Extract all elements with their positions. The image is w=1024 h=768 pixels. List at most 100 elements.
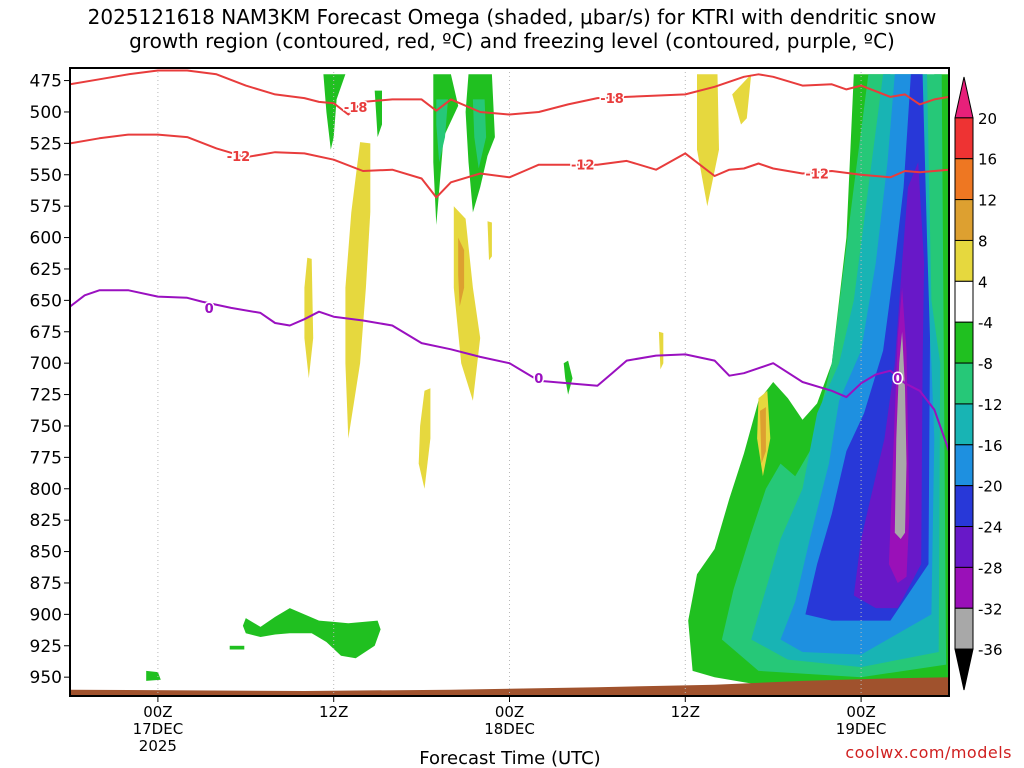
omega-region-15: [146, 670, 161, 681]
x-tick-label: 19DEC: [836, 720, 887, 738]
y-tick-label: 900: [30, 605, 62, 625]
omega-region-28: [658, 331, 664, 370]
colorbar-label: 12: [978, 192, 997, 210]
colorbar-swatch: [954, 444, 974, 487]
colorbar-label: 8: [978, 232, 988, 250]
colorbar-swatch: [954, 607, 974, 650]
omega-shading: [146, 74, 949, 693]
colorbar-label: 20: [978, 110, 997, 128]
y-tick-label: 625: [30, 260, 62, 280]
omega-region-12: [433, 74, 459, 225]
colorbar-label: 16: [978, 151, 997, 169]
source-credit[interactable]: coolwx.com/models: [845, 743, 1012, 762]
y-tick-label: 875: [30, 574, 62, 594]
colorbar-swatch: [954, 566, 974, 609]
y-tick-label: 700: [30, 354, 62, 374]
contour-label: 0: [893, 372, 902, 387]
omega-region-25: [732, 74, 752, 125]
y-tick-label: 550: [30, 166, 62, 186]
colorbar-swatch: [954, 239, 974, 282]
y-tick-label: 675: [30, 323, 62, 343]
contour-label: 0: [534, 372, 543, 387]
colorbar-label: -16: [978, 437, 1003, 455]
colorbar-swatch: [954, 199, 974, 241]
x-tick-label: 00Z: [495, 703, 524, 721]
colorbar-swatch: [954, 403, 974, 446]
temperature-contours: [70, 69, 949, 452]
x-tick-label: 18DEC: [484, 720, 535, 738]
colorbar-label: 4: [978, 273, 988, 291]
colorbar-swatch: [954, 117, 974, 160]
colorbar-swatch: [954, 526, 974, 568]
terrain-ground: [70, 677, 949, 696]
omega-region-8: [323, 74, 346, 150]
y-tick-label: 475: [30, 72, 62, 92]
vertical-gridlines: [157, 68, 862, 696]
colorbar-label: -32: [978, 600, 1003, 618]
x-tick-label: 12Z: [671, 703, 700, 721]
y-tick-label: 775: [30, 448, 62, 468]
x-tick-label: 2025: [139, 737, 177, 755]
omega-region-13: [436, 99, 448, 163]
y-axis: 475 500 525 550 575 600 625 650 675 700 725 750 775 8…: [30, 72, 70, 688]
y-tick-label: 650: [30, 291, 62, 311]
omega-region-20: [453, 206, 481, 401]
x-axis-label: Forecast Time (UTC): [419, 748, 600, 768]
y-tick-label: 575: [30, 197, 62, 217]
y-tick-label: 800: [30, 480, 62, 500]
contour-label: -18: [600, 92, 624, 107]
colorbar-swatch: [954, 76, 974, 119]
y-tick-label: 850: [30, 543, 62, 563]
colorbar-swatch: [954, 485, 974, 528]
colorbar-label: -4: [978, 314, 993, 332]
y-tick-label: 925: [30, 637, 62, 657]
colorbar-label: -28: [978, 559, 1003, 577]
contour-line-0: [70, 69, 949, 116]
colorbar-swatch: [954, 362, 974, 405]
omega-region-23: [418, 388, 431, 489]
y-tick-label: 500: [30, 103, 62, 123]
colorbar: 20 16 12 8 4 -4 -8 -12 -16 -20 -24 -28 -32 -36: [954, 76, 1003, 691]
y-tick-label: 725: [30, 386, 62, 406]
colorbar-label: -20: [978, 478, 1003, 496]
contour-labels: -18 -18 -12 -12 -12 0 0 0: [203, 91, 904, 389]
colorbar-swatch: [954, 648, 974, 691]
omega-region-17: [563, 360, 573, 395]
colorbar-swatch: [954, 280, 974, 323]
omega-region-22: [487, 221, 492, 261]
contour-label: -12: [571, 159, 595, 174]
contour-label: -12: [805, 168, 829, 183]
colorbar-swatch: [954, 321, 974, 364]
omega-region-27: [760, 407, 766, 464]
contour-label: -12: [227, 150, 251, 165]
colorbar-label: -24: [978, 519, 1003, 537]
contour-label: -18: [344, 101, 368, 116]
x-tick-label: 17DEC: [133, 720, 184, 738]
omega-region-14: [242, 608, 381, 659]
omega-region-18: [345, 142, 371, 439]
x-tick-label: 00Z: [143, 703, 172, 721]
colorbar-swatch: [954, 158, 974, 201]
y-tick-label: 825: [30, 511, 62, 531]
contour-line-1: [70, 133, 949, 199]
x-tick-label: 00Z: [846, 703, 875, 721]
colorbar-label: -12: [978, 396, 1003, 414]
chart-title-line2: growth region (contoured, red, ºC) and f…: [129, 29, 895, 53]
colorbar-label: -36: [978, 641, 1003, 659]
colorbar-label: -8: [978, 355, 993, 373]
omega-region-7: [894, 331, 907, 539]
contour-line-2: [70, 289, 949, 452]
omega-region-16: [229, 645, 245, 650]
omega-region-21: [458, 237, 465, 307]
y-tick-label: 525: [30, 134, 62, 154]
x-tick-label: 12Z: [319, 703, 348, 721]
omega-region-11: [374, 90, 382, 138]
omega-region-24: [697, 74, 719, 207]
y-tick-label: 950: [30, 668, 62, 688]
contour-label: 0: [205, 302, 214, 317]
chart-title-line1: 2025121618 NAM3KM Forecast Omega (shaded…: [87, 5, 937, 29]
omega-region-10: [472, 99, 487, 169]
y-tick-label: 600: [30, 229, 62, 249]
